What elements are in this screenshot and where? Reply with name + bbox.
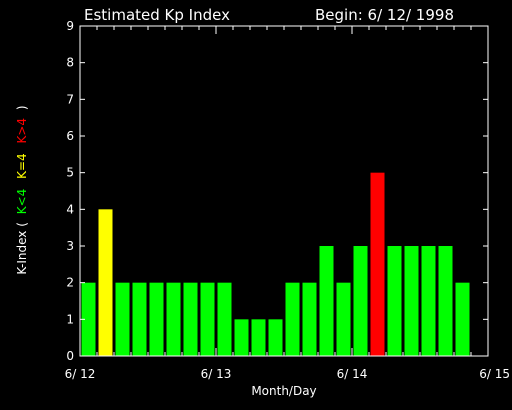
bar-13 (302, 282, 317, 356)
bar-4 (149, 282, 164, 356)
y-tick-label-1: 1 (66, 312, 74, 326)
x-tick-label-0: 6/ 12 (65, 367, 96, 381)
bar-5 (166, 282, 181, 356)
x-axis-label: Month/Day (251, 384, 316, 398)
bar-20 (421, 246, 436, 356)
begin-date-label: Begin: 6/ 12/ 1998 (315, 6, 454, 24)
bar-21 (438, 246, 453, 356)
x-tick-label-3: 6/ 15 (479, 367, 510, 381)
y-tick-label-5: 5 (66, 166, 74, 180)
bar-3 (132, 282, 147, 356)
bar-1 (98, 209, 113, 356)
y-tick-label-2: 2 (66, 276, 74, 290)
bar-14 (319, 246, 334, 356)
bar-10 (251, 319, 266, 356)
y-axis-label-mid: K=4 (15, 153, 29, 179)
y-axis-label: K-Index ( K<4 K=4 K>4 ) (15, 105, 29, 274)
bar-17 (370, 172, 385, 356)
y-tick-label-6: 6 (66, 129, 74, 143)
chart-title: Estimated Kp Index (84, 6, 230, 24)
y-tick-label-0: 0 (66, 349, 74, 363)
y-axis-label-suffix: ) (15, 105, 29, 110)
y-axis-label-high: K>4 (15, 118, 29, 144)
bar-6 (183, 282, 198, 356)
bar-22 (455, 282, 470, 356)
y-axis-label-prefix: K-Index ( (15, 222, 29, 274)
bar-8 (217, 282, 232, 356)
plot-frame (79, 25, 489, 357)
y-tick-label-8: 8 (66, 56, 74, 70)
bar-15 (336, 282, 351, 356)
y-tick-label-7: 7 (66, 92, 74, 106)
y-axis-label-low: K<4 (15, 189, 29, 215)
bar-12 (285, 282, 300, 356)
x-tick-label-1: 6/ 13 (201, 367, 232, 381)
bar-2 (115, 282, 130, 356)
bar-11 (268, 319, 283, 356)
x-tick-label-2: 6/ 14 (337, 367, 368, 381)
bar-7 (200, 282, 215, 356)
y-tick-label-9: 9 (66, 19, 74, 33)
y-tick-label-3: 3 (66, 239, 74, 253)
bar-0 (81, 282, 96, 356)
bar-9 (234, 319, 249, 356)
bar-16 (353, 246, 368, 356)
bar-19 (404, 246, 419, 356)
bar-18 (387, 246, 402, 356)
bars-group (81, 172, 470, 356)
y-tick-label-4: 4 (66, 202, 74, 216)
